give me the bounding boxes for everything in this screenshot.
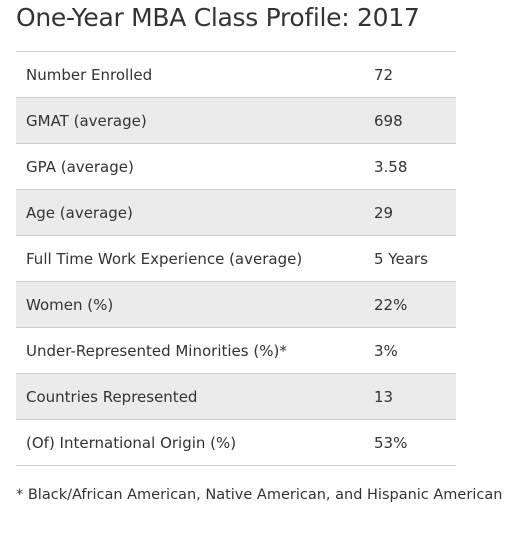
- row-value: 5 Years: [374, 235, 456, 282]
- table-row: Women (%) 22%: [16, 281, 456, 328]
- row-label: GMAT (average): [16, 97, 374, 144]
- row-value: 72: [374, 51, 456, 98]
- title: One-Year MBA Class Profile: 2017: [16, 3, 420, 32]
- table-row: Age (average) 29: [16, 189, 456, 236]
- table-row: GMAT (average) 698: [16, 97, 456, 144]
- table-row: Under-Represented Minorities (%)* 3%: [16, 327, 456, 374]
- row-label: Age (average): [16, 189, 374, 236]
- row-label: Countries Represented: [16, 373, 374, 420]
- row-label: Under-Represented Minorities (%)*: [16, 327, 374, 374]
- table-body: Number Enrolled 72 GMAT (average) 698 GPA (a…: [16, 51, 456, 466]
- row-label: GPA (average): [16, 143, 374, 190]
- row-label: Number Enrolled: [16, 51, 374, 98]
- row-value: 3%: [374, 327, 456, 374]
- row-value: 29: [374, 189, 456, 236]
- table-row: GPA (average) 3.58: [16, 143, 456, 190]
- row-label: Full Time Work Experience (average): [16, 235, 374, 282]
- row-label: Women (%): [16, 281, 374, 328]
- table-row: (Of) International Origin (%) 53%: [16, 419, 456, 466]
- footnote: * Black/African American, Native America…: [16, 487, 503, 503]
- row-value: 22%: [374, 281, 456, 328]
- table-row: Full Time Work Experience (average) 5 Yea…: [16, 235, 456, 282]
- row-value: 13: [374, 373, 456, 420]
- row-value: 3.58: [374, 143, 456, 190]
- row-value: 53%: [374, 419, 456, 466]
- table-row: Number Enrolled 72: [16, 51, 456, 98]
- row-value: 698: [374, 97, 456, 144]
- row-label: (Of) International Origin (%): [16, 419, 374, 466]
- profile-table: Number Enrolled 72 GMAT (average) 698 GPA (a…: [16, 51, 456, 466]
- table-row: Countries Represented 13: [16, 373, 456, 420]
